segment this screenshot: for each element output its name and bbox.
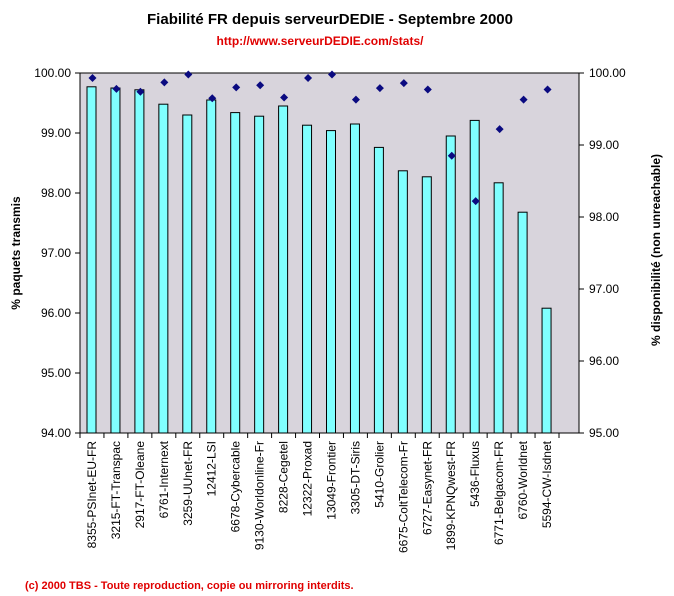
axes-layer: 94.00 95.00 96.00 97.00 98.00 99.00 100.00 95.0… [34,66,626,553]
bar-2917-FT-Oleane [134,89,145,434]
marker-3305-DT-Siris [351,95,360,104]
marker-5594-CW-Isdnet [543,85,552,94]
bar-12412-LSI [206,99,217,434]
bar-3259-UUnet-FR [182,114,193,434]
x-category-label: 5436-Fluxus [468,441,482,507]
y-tick-label: 97.00 [41,246,71,260]
marker-8355-PSInet-EU-FR [88,74,97,83]
x-category-label: 2917-FT-Oleane [133,441,147,529]
bar-6678-Cybercable [230,112,241,434]
bar-3215-FT-Transpac [110,87,121,434]
bar-9130-Worldonline-Fr [254,115,265,434]
x-category-label: 5410-Grolier [372,441,386,508]
x-category-label: 1899-KPNQwest-FR [444,441,458,551]
bar-5594-CW-Isdnet [541,307,552,434]
x-category-label: 13049-Frontier [324,441,338,520]
y2-tick-label: 95.00 [589,426,619,440]
bar-8228-Cegetel [278,105,289,434]
bars-layer [86,86,552,434]
x-category-label: 3305-DT-Siris [348,441,362,514]
y2-axis-title: % disponibilité (non unreachable) [649,154,663,346]
bar-6761-Internext [158,103,169,434]
marker-6760-Worldnet [519,95,528,104]
marker-3215-FT-Transpac [112,84,121,93]
y-tick-label: 98.00 [41,186,71,200]
bar-13049-Frontier [326,130,336,434]
chart-title: Fiabilité FR depuis serveurDEDIE - Septe… [147,11,513,28]
marker-13049-Frontier [328,70,336,79]
y-tick-label: 100.00 [34,66,71,80]
x-category-label: 6760-Worldnet [516,440,530,519]
marker-6771-Belgacom-FR [495,125,504,134]
marker-12322-Proxad [304,74,313,83]
bar-12322-Proxad [302,124,313,434]
bar-6675-ColtTelecom-Fr [397,170,408,434]
x-category-label: 8228-Cegetel [277,441,291,513]
y-tick-label: 94.00 [41,426,71,440]
bar-3305-DT-Siris [349,123,360,434]
marker-5436-Fluxus [471,197,480,206]
bar-6771-Belgacom-FR [493,182,504,434]
marker-2917-FT-Oleane [136,87,145,96]
marker-8228-Cegetel [280,93,289,102]
x-category-label: 6675-ColtTelecom-Fr [396,441,410,553]
marker-5410-Grolier [375,84,384,93]
y-tick-label: 95.00 [41,366,71,380]
x-category-label: 8355-PSInet-EU-FR [85,441,99,549]
marker-9130-Worldonline-Fr [256,81,265,90]
x-category-label: 12412-LSI [205,441,219,496]
y2-tick-label: 98.00 [589,210,619,224]
bar-5436-Fluxus [469,119,480,434]
copyright-footer: (c) 2000 TBS - Toute reproduction, copie… [25,580,354,592]
marker-12412-LSI [208,94,217,103]
y2-tick-label: 99.00 [589,138,619,152]
bar-6727-Easynet-FR [421,176,432,434]
x-category-label: 6771-Belgacom-FR [492,441,506,545]
y-tick-label: 99.00 [41,126,71,140]
bar-1899-KPNQwest-FR [445,135,456,434]
y-tick-label: 96.00 [41,306,71,320]
marker-1899-KPNQwest-FR [447,151,456,160]
bar-6760-Worldnet [517,211,528,434]
y2-tick-label: 100.00 [589,66,626,80]
bar-8355-PSInet-EU-FR [86,86,97,434]
marker-6678-Cybercable [232,83,241,92]
x-category-label: 5594-CW-Isdnet [540,440,554,528]
x-category-label: 3259-UUnet-FR [181,441,195,526]
x-category-label: 3215-FT-Transpac [109,441,123,539]
bar-5410-Grolier [373,146,384,434]
y2-tick-label: 97.00 [589,282,619,296]
x-category-label: 6727-Easynet-FR [420,441,434,535]
marker-6761-Internext [160,78,169,87]
x-category-label: 6761-Internext [157,440,171,518]
marker-3259-UUnet-FR [184,70,193,79]
x-category-label: 12322-Proxad [301,441,315,516]
stats-url-link[interactable]: http://www.serveurDEDIE.com/stats/ [217,34,425,48]
x-category-label: 6678-Cybercable [229,441,243,533]
y2-tick-label: 96.00 [589,354,619,368]
markers-layer [88,70,552,206]
marker-6675-ColtTelecom-Fr [399,79,408,88]
x-category-label: 9130-Worldonline-Fr [253,441,267,550]
marker-6727-Easynet-FR [423,85,432,94]
y-axis-title: % paquets transmis [9,196,23,310]
